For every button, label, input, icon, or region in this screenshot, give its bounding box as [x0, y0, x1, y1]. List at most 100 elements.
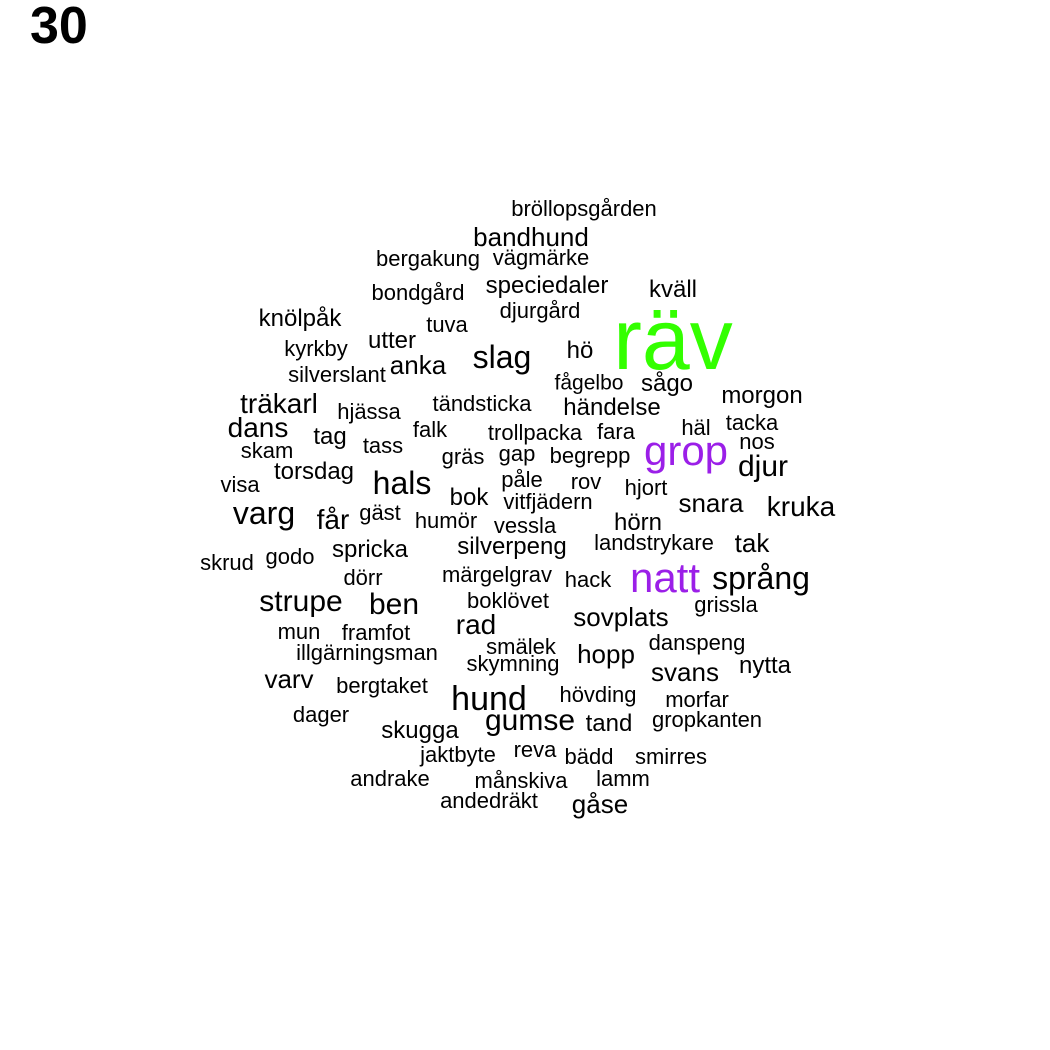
cloud-word: nytta [738, 652, 792, 679]
cloud-word: anka [389, 350, 447, 380]
cloud-word: dörr [343, 565, 383, 590]
cloud-word: illgärningsman [296, 640, 438, 665]
cloud-word: mun [277, 619, 321, 644]
cloud-word: får [316, 504, 350, 535]
cloud-word: bok [449, 484, 489, 511]
cloud-word: trollpacka [487, 420, 583, 445]
cloud-word: bergtaket [336, 673, 428, 698]
cloud-word: vessla [493, 513, 557, 538]
cloud-word: händelse [563, 394, 661, 421]
cloud-word: svans [651, 657, 719, 687]
cloud-word: påle [501, 467, 543, 492]
cloud-word: hjort [624, 475, 668, 500]
cloud-word: morfar [665, 687, 729, 712]
cloud-word: strupe [259, 585, 343, 618]
cloud-word: tacka [725, 410, 779, 435]
panel-label: 30 [30, 0, 88, 55]
cloud-word: tand [585, 710, 633, 737]
cloud-word: silverpeng [457, 533, 567, 560]
cloud-word: speciedaler [485, 272, 609, 299]
cloud-word: varv [264, 664, 314, 694]
cloud-word: humör [414, 508, 478, 533]
cloud-word: skam [240, 438, 294, 463]
cloud-word: utter [367, 327, 417, 354]
cloud-word: sovplats [573, 602, 669, 632]
cloud-word: visa [220, 472, 260, 497]
cloud-word: hopp [577, 639, 635, 669]
cloud-word: månskiva [474, 768, 568, 793]
cloud-word: grop [643, 427, 729, 474]
cloud-word: hund [451, 680, 527, 718]
cloud-word: skugga [381, 717, 459, 744]
cloud-word: gäst [359, 500, 401, 525]
cloud-word: skymning [466, 651, 560, 676]
cloud-word: djur [737, 450, 789, 483]
cloud-word: fara [597, 419, 635, 444]
cloud-word: fågelbo [554, 371, 624, 395]
cloud-word: snara [678, 488, 744, 518]
cloud-word: silverslant [288, 362, 386, 387]
cloud-word: gropkanten [651, 707, 763, 732]
cloud-word: hörn [613, 509, 663, 536]
cloud-word: tändsticka [432, 391, 532, 416]
cloud-word: tass [362, 433, 404, 458]
cloud-word: kyrkby [284, 336, 348, 361]
cloud-word: morgon [721, 382, 803, 409]
cloud-word: boklövet [467, 588, 549, 613]
cloud-word: bröllopsgården [511, 196, 657, 221]
cloud-word: knölpåk [258, 305, 342, 332]
cloud-word: varg [232, 495, 296, 531]
cloud-word: andedräkt [440, 788, 538, 813]
cloud-word: lamm [596, 766, 650, 791]
cloud-word: sågo [640, 370, 694, 397]
cloud-word: hack [564, 567, 612, 592]
cloud-word: framfot [341, 620, 411, 645]
cloud-word: bandhund [473, 222, 589, 252]
cloud-word: jaktbyte [420, 742, 496, 767]
cloud-word: nos [739, 429, 775, 454]
cloud-word: godo [265, 544, 315, 569]
cloud-word: andrake [350, 766, 430, 791]
cloud-word: spricka [331, 536, 409, 563]
cloud-word: tag [313, 423, 347, 450]
cloud-word: dans [227, 412, 289, 443]
cloud-word: grissla [694, 592, 758, 617]
cloud-word: natt [629, 554, 701, 601]
cloud-word: gåse [571, 789, 629, 819]
cloud-word: bondgård [371, 280, 465, 305]
cloud-word: språng [712, 560, 810, 596]
cloud-word: häl [681, 415, 711, 440]
cloud-word: kruka [766, 491, 836, 522]
cloud-word: falk [412, 417, 448, 442]
cloud-word: hö [566, 337, 594, 364]
cloud-word: slag [472, 339, 532, 375]
cloud-word: kväll [648, 276, 698, 303]
cloud-word: dager [292, 702, 350, 727]
cloud-word: hjässa [337, 399, 401, 424]
cloud-word: bergakung [376, 246, 480, 271]
cloud-word: reva [513, 737, 557, 762]
cloud-word: rad [455, 609, 497, 640]
cloud-word: träkarl [240, 388, 318, 419]
cloud-word: räv [613, 292, 733, 388]
cloud-word: skrud [200, 550, 254, 575]
cloud-word: vägmärke [492, 245, 590, 270]
cloud-word: rov [570, 469, 602, 494]
cloud-word: hövding [559, 682, 637, 707]
cloud-word: smirres [634, 744, 708, 769]
cloud-word: vitfjädern [503, 489, 593, 514]
cloud-word: hals [372, 465, 432, 501]
cloud-word: bädd [564, 744, 614, 769]
cloud-word: smälek [486, 634, 556, 659]
cloud-word: gap [498, 441, 536, 466]
cloud-word: torsdag [273, 458, 355, 485]
cloud-word: gräs [441, 444, 485, 469]
cloud-word: danspeng [648, 630, 746, 655]
cloud-word: ben [368, 588, 420, 621]
cloud-word: begrepp [549, 443, 631, 468]
cloud-word: landstrykare [594, 530, 714, 555]
cloud-word: djurgård [499, 298, 581, 323]
cloud-word: märgelgrav [441, 562, 553, 587]
cloud-word: tuva [426, 312, 468, 337]
